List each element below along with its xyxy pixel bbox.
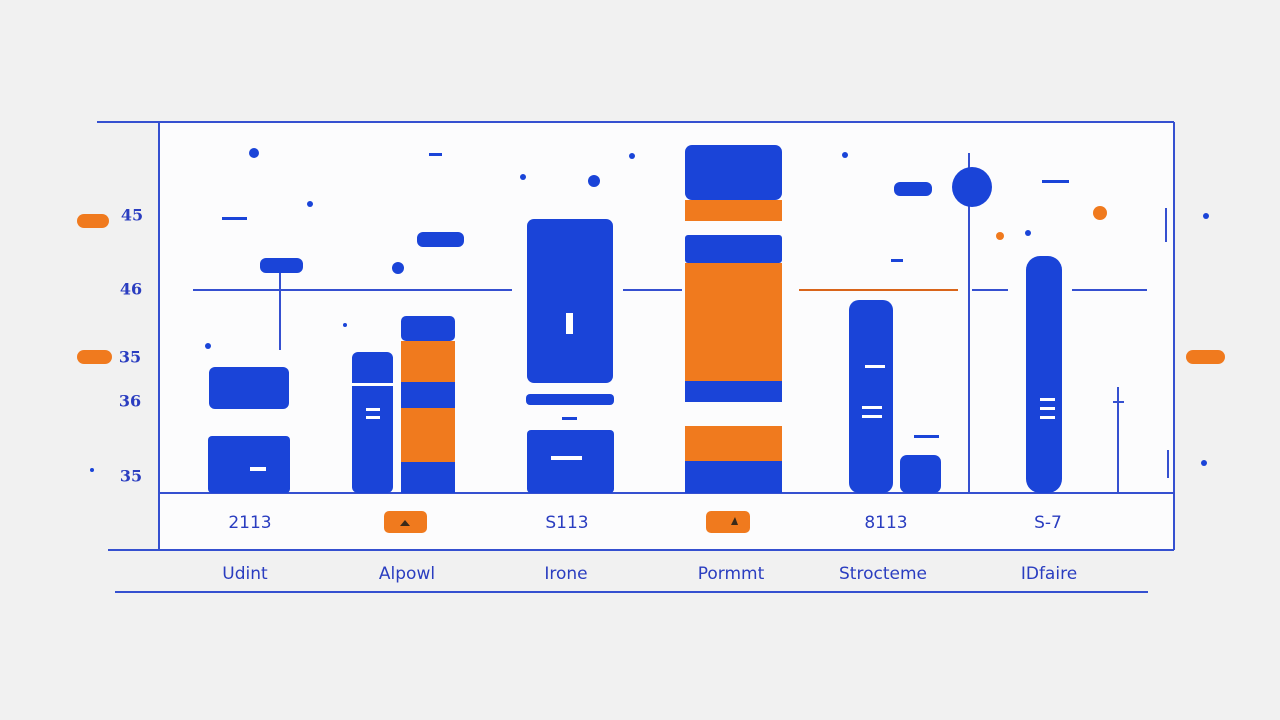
column-name: Pormmt bbox=[698, 564, 765, 584]
axis-label: 36 bbox=[119, 392, 141, 411]
column-name: IDfaire bbox=[1021, 564, 1077, 584]
column-name: Udint bbox=[222, 564, 268, 584]
column-names: Udint Alpowl Irone Pormmt Strocteme IDfa… bbox=[222, 564, 1077, 584]
axis-label: 46 bbox=[120, 280, 142, 299]
column-name: Alpowl bbox=[379, 564, 435, 584]
decorations bbox=[77, 148, 1225, 533]
column-name: Strocteme bbox=[839, 564, 927, 584]
grid-lines bbox=[193, 153, 1169, 493]
frame-lines bbox=[97, 121, 1175, 593]
axis-labels: 45 46 35 36 35 bbox=[119, 206, 143, 486]
column-code: S-7 bbox=[1034, 513, 1062, 533]
column-codes: 2113 S113 8113 S-7 bbox=[228, 513, 1062, 533]
column-name: Irone bbox=[544, 564, 587, 584]
axis-label: 35 bbox=[119, 348, 141, 367]
axis-label: 35 bbox=[120, 467, 142, 486]
column-code: 8113 bbox=[864, 513, 907, 533]
column-code: 2113 bbox=[228, 513, 271, 533]
axis-label: 45 bbox=[121, 206, 143, 225]
frame bbox=[160, 122, 1173, 550]
column-code: S113 bbox=[545, 513, 588, 533]
bars bbox=[208, 145, 1062, 493]
